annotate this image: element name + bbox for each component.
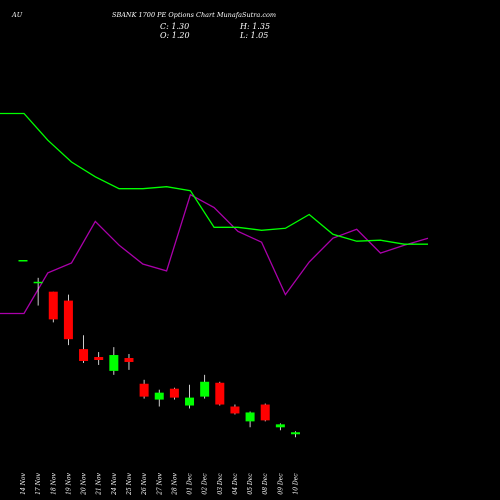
candle-14-nov [18,260,28,262]
candle-body [139,383,149,397]
candle-19-nov [63,294,73,346]
candle-body [215,382,225,405]
candle-body [245,412,255,422]
x-tick-label: 26 Nov [141,472,148,495]
x-tick-label: 28 Nov [171,472,178,495]
candle-02-dec [200,374,210,399]
candle-body [185,397,195,406]
candle-26-nov [139,379,149,399]
x-tick-label: 17 Nov [35,472,42,494]
x-tick-label: 21 Nov [96,472,103,495]
high-readout: H: 1.35 [239,22,270,31]
candle-body [291,432,300,435]
candle-body [124,358,134,362]
open-readout: O: 1.20 [160,31,190,40]
indicator-lines [0,112,429,315]
candle-body [200,381,210,397]
green-indicator-line [0,112,428,245]
candle-body [18,260,28,262]
candle-body [169,388,179,398]
candle-03-dec [215,381,225,406]
candle-body [109,355,119,371]
candle-body [63,300,73,340]
candle-body [260,404,270,421]
candle-28-nov [169,387,179,400]
x-tick-label: 10 Dec [293,473,300,495]
candle-04-dec [230,404,240,415]
x-tick-label: 20 Nov [81,472,88,495]
candle-18-nov [48,291,58,323]
x-tick-label: 01 Dec [187,473,194,495]
candle-01-dec [185,384,195,409]
candle-body [275,424,285,428]
x-tick-label: 03 Dec [217,473,224,495]
x-tick-label: 08 Dec [262,473,269,495]
x-tick-label: 09 Dec [277,473,284,495]
candles [18,260,300,438]
candle-body [79,349,89,361]
candle-08-dec [260,403,270,422]
candle-body [230,406,240,414]
x-tick-label: 25 Nov [126,472,133,495]
x-tick-label: 05 Dec [247,473,254,495]
candle-20-nov [79,335,89,363]
x-tick-label: 19 Nov [65,472,72,494]
candle-05-dec [245,411,255,428]
candle-body [154,392,164,400]
candle-body [33,281,43,284]
candle-24-nov [109,347,119,375]
x-tick-label: 18 Nov [50,472,57,494]
x-tick-label: 24 Nov [111,472,118,495]
candle-21-nov [94,352,104,365]
x-tick-label: 27 Nov [156,472,163,495]
candle-body [48,291,58,320]
chart-title: SBANK 1700 PE Options Chart MunafaSutra.… [112,11,276,19]
low-readout: L: 1.05 [239,31,268,40]
candle-body [94,357,104,360]
x-tick-label: 02 Dec [202,473,209,495]
chart-left-label: AU [11,11,23,19]
candle-17-nov [33,277,43,306]
candle-25-nov [124,354,134,370]
candle-10-dec [291,431,300,438]
candle-27-nov [154,389,164,407]
x-tick-label: 14 Nov [20,472,27,494]
candle-09-dec [275,423,285,431]
x-axis-ticks: 14 Nov 17 Nov 18 Nov 19 Nov 20 Nov 21 Nov 24 N… [20,472,300,495]
magenta-indicator-line [0,193,429,315]
close-readout: C: 1.30 [160,22,189,31]
x-tick-label: 04 Dec [232,473,239,495]
